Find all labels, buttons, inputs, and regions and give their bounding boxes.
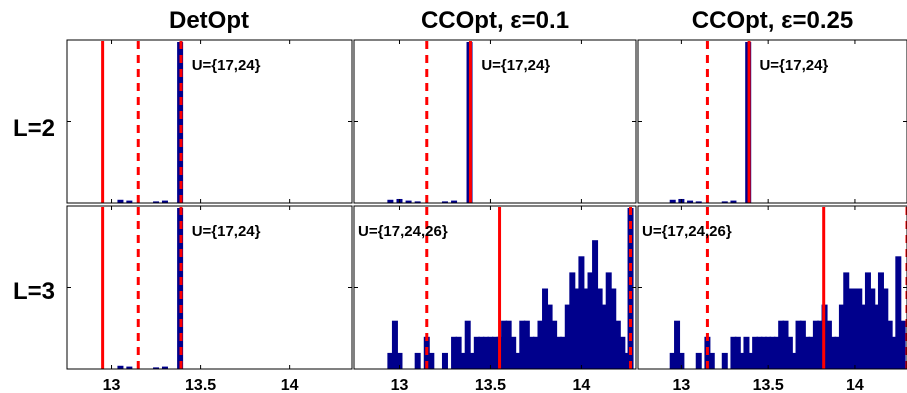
panel-2: U={17,24} [354, 40, 636, 203]
histogram-bar [722, 353, 728, 369]
panel-3: U={17,24} [638, 40, 907, 203]
panel-label: U={17,24} [192, 57, 261, 74]
x-tick-label: 13 [103, 377, 121, 393]
x-tick-label: 13 [391, 377, 409, 393]
x-tick-label: 13.5 [475, 377, 506, 393]
histogram-bar [177, 208, 183, 369]
panel-label: U={17,24} [481, 57, 550, 74]
panel-label: U={17,24} [192, 223, 261, 240]
panel-5: U={17,24,26} [354, 206, 636, 369]
histogram-bar [709, 353, 715, 369]
x-tick-label: 13 [672, 377, 690, 393]
histogram-bar [177, 42, 183, 203]
panel-label: U={17,24} [759, 57, 828, 74]
x-tick-label: 13.5 [753, 377, 784, 393]
panel-6: U={17,24,26} [638, 206, 907, 369]
histogram-bar [696, 353, 702, 369]
panel-label: U={17,24,26} [642, 223, 732, 240]
x-tick-label: 14 [281, 377, 299, 393]
panel-label: U={17,24,26} [358, 223, 448, 240]
histogram-bar [900, 321, 906, 369]
panel-4: U={17,24} [67, 206, 352, 369]
x-tick-label: 14 [846, 377, 864, 393]
histogram-bar [442, 353, 448, 369]
panel-1: U={17,24} [67, 40, 352, 203]
x-tick-label: 13.5 [185, 377, 216, 393]
x-tick-label: 14 [573, 377, 591, 393]
histogram-bar [415, 353, 421, 369]
histogram-bar [428, 353, 434, 369]
histogram-bar [628, 208, 634, 369]
